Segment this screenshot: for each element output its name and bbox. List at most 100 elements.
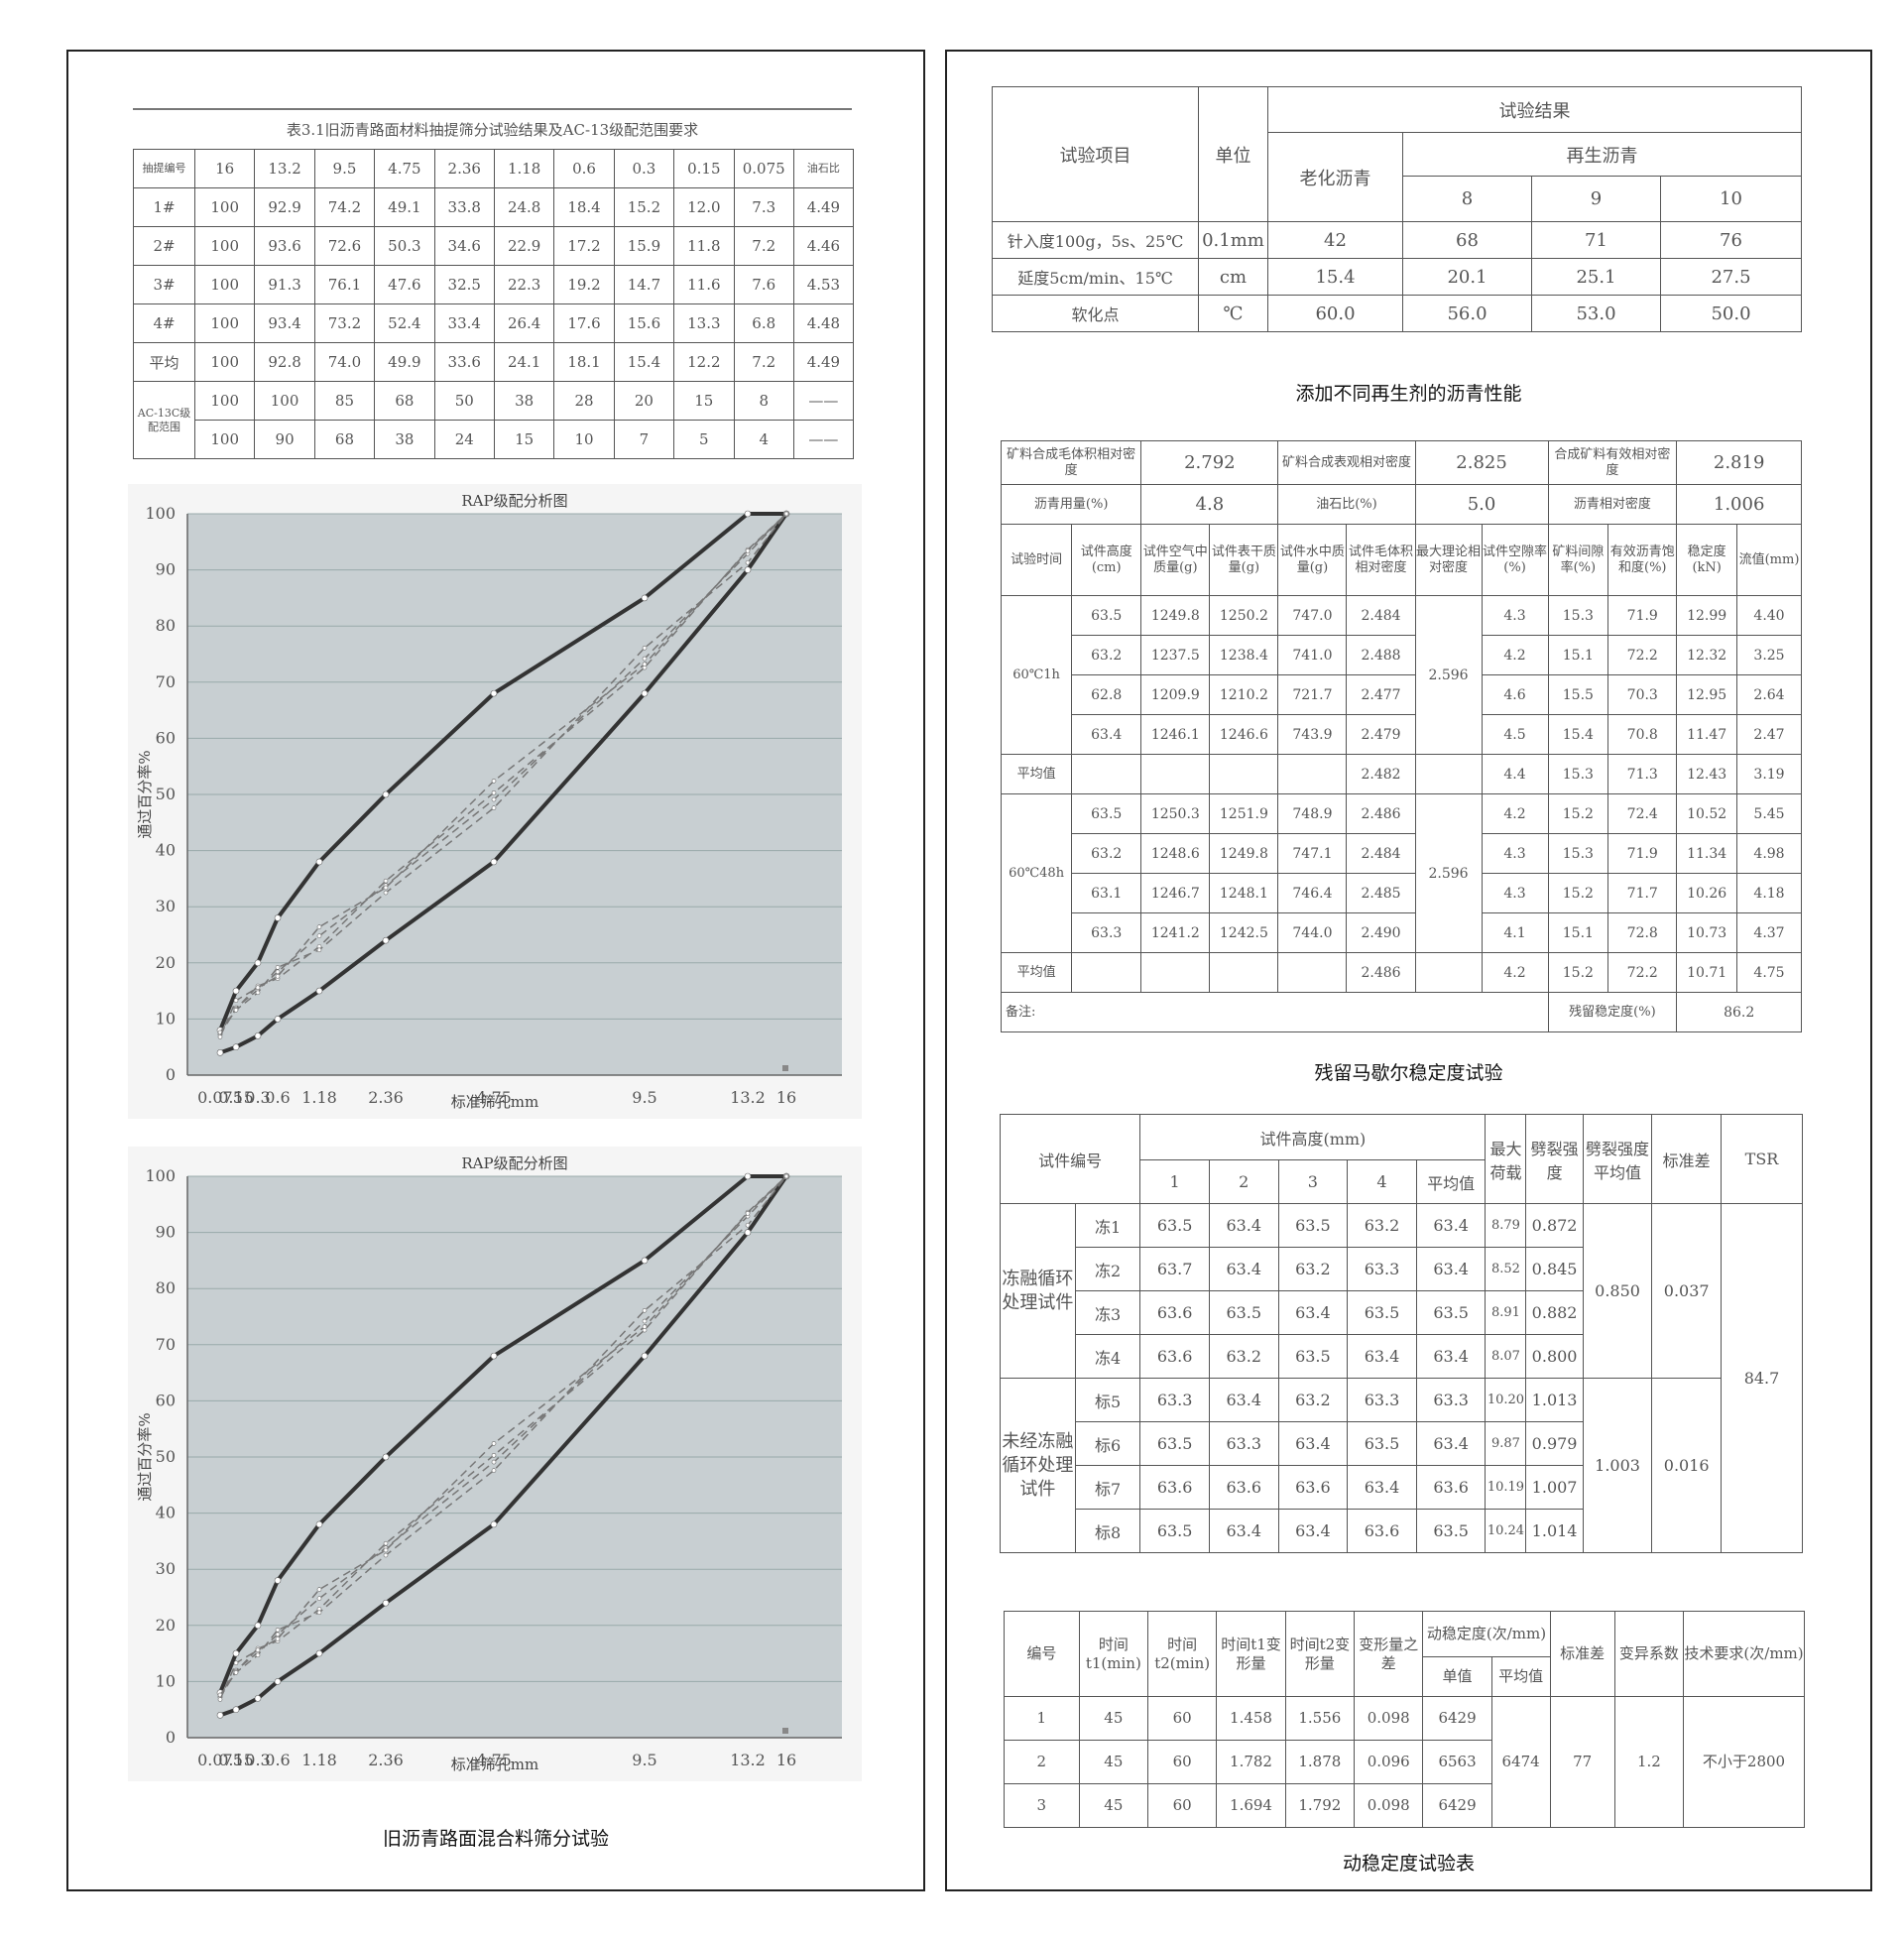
table-cell: 6429 (1422, 1696, 1492, 1741)
header-cell: 试件毛体积相对密度 (1346, 524, 1416, 596)
table-row: 1# 100 92.9 74.2 49.1 33.8 24.8 18.4 15.2 12.0 7.3… (133, 187, 854, 227)
table-cell: —— (792, 381, 854, 421)
data-point (745, 559, 751, 565)
table-cell: 92.8 (254, 342, 315, 382)
table-cell: 93.4 (254, 303, 315, 343)
table-cell: 71.7 (1607, 873, 1678, 913)
data-point (275, 974, 281, 979)
table-cell: 10.26 (1676, 873, 1737, 913)
header-cell: 油石比 (792, 149, 854, 188)
table-cell: 未经冻融循环处理试件 (1000, 1378, 1076, 1553)
x-tick-label: 2.36 (368, 1751, 404, 1769)
table-cell: 1237.5 (1140, 635, 1211, 675)
x-tick-label: 1.18 (301, 1751, 337, 1769)
table-cell: 1248.6 (1140, 833, 1211, 874)
chart-title: RAP级配分析图 (461, 492, 567, 510)
data-point (383, 1547, 389, 1553)
table-cell: 7.2 (733, 226, 794, 266)
table-cell: 1# (133, 187, 195, 227)
table-cell: 24.8 (493, 187, 555, 227)
header-cell: 变异系数 (1613, 1611, 1685, 1697)
table-cell: 70.8 (1607, 714, 1678, 755)
table-cell: 14.7 (613, 265, 675, 304)
x-tick-label: 0.6 (265, 1088, 290, 1107)
table-cell: 2# (133, 226, 195, 266)
table-cell: 1246.6 (1209, 714, 1279, 755)
table-cell: 4.98 (1736, 833, 1802, 874)
table-cell: 11.8 (673, 226, 735, 266)
header-cell: 标准差 (1651, 1114, 1722, 1204)
table-cell: 76.1 (313, 265, 376, 304)
data-point (383, 1552, 389, 1558)
table-cell: 1.006 (1676, 484, 1802, 525)
table-cell: 矿料合成表观相对密度 (1277, 440, 1416, 485)
y-axis-title: 通过百分率% (136, 750, 154, 838)
table-cell: 85 (313, 381, 376, 421)
header-cell: 最大荷载 (1485, 1114, 1527, 1204)
empty-cell (1209, 754, 1279, 794)
table-row: 平均值 2.486 4.2 15.2 72.2 10.71 4.75 (1000, 952, 1802, 993)
table-cell: 1250.3 (1140, 793, 1211, 834)
table-row: 针入度100g，5s、25℃ 0.1mm 42 68 71 76 (992, 221, 1802, 259)
table-cell: 76 (1660, 221, 1802, 259)
series-line (219, 513, 787, 1035)
header-cell: 2.36 (433, 149, 495, 188)
table-cell: 100 (193, 420, 256, 459)
header-cell: 时间t2变形量 (1284, 1611, 1356, 1697)
table-cell: 63.4 (1277, 1509, 1349, 1553)
table-row: 100 90 68 38 24 15 10 7 5 4 —— (134, 420, 854, 459)
header-cell: 0.075 (733, 149, 794, 188)
table-row: 冻2 63.7 63.4 63.2 63.3 63.4 8.52 0.845 (1001, 1247, 1803, 1291)
table-cell: 0.098 (1354, 1696, 1424, 1741)
table-cell: 延度5cm/min、15℃ (992, 258, 1199, 296)
header-cell: 0.6 (553, 149, 615, 188)
data-point (642, 645, 648, 651)
table-cell: 63.3 (1208, 1421, 1279, 1466)
table-cell: 1248.1 (1209, 873, 1279, 913)
table-cell: 1242.5 (1209, 912, 1279, 953)
table-cell: 软化点 (992, 295, 1199, 332)
y-tick-label: 90 (156, 560, 176, 579)
table-row: 平均 100 92.8 74.0 49.9 33.6 24.1 18.1 15.4 12.2 7.2… (133, 342, 854, 382)
marshall-table: 矿料合成毛体积相对密度 2.792 矿料合成表观相对密度 2.825 合成矿料有… (1000, 440, 1802, 1032)
table-cell: 4.40 (1736, 595, 1802, 636)
table-cell: 沥青相对密度 (1547, 484, 1678, 525)
y-tick-label: 40 (156, 1504, 176, 1522)
y-tick-label: 80 (156, 1278, 176, 1297)
table-cell: 11.47 (1676, 714, 1737, 755)
y-tick-label: 0 (166, 1065, 176, 1084)
header-cell: 矿料间隙率(%) (1547, 524, 1609, 596)
table-cell: 63.5 (1139, 1509, 1210, 1553)
table-row: AC-13C级配范围 100 100 85 68 50 38 28 20 15 … (133, 381, 854, 459)
table-cell: 标7 (1074, 1465, 1141, 1510)
table-cell: 1241.2 (1140, 912, 1211, 953)
data-point (491, 790, 497, 795)
header-cell: 1.18 (493, 149, 555, 188)
table-cell: 50.3 (374, 226, 435, 266)
table-row: 软化点 ℃ 60.0 56.0 53.0 50.0 (992, 295, 1802, 332)
sieve-table: 抽提编号 16 13.2 9.5 4.75 2.36 1.18 0.6 0.3 … (133, 149, 854, 459)
table-cell: 38 (493, 381, 555, 421)
table-cell: 15.3 (1547, 754, 1609, 794)
table-cell: 49.9 (374, 342, 435, 382)
table-cell: 2.477 (1346, 674, 1416, 715)
header-cell: TSR (1721, 1114, 1803, 1204)
data-point (315, 987, 323, 995)
y-tick-label: 0 (166, 1728, 176, 1747)
table-cell: 残留稳定度(%) (1547, 992, 1678, 1032)
data-point (490, 858, 498, 866)
table-cell: 1.007 (1525, 1465, 1584, 1510)
table-cell: 12.2 (673, 342, 735, 382)
header-cell: 流值(mm) (1736, 524, 1802, 596)
table-cell: 746.4 (1277, 873, 1348, 913)
header-cell: 9 (1531, 176, 1661, 222)
table-cell: 68 (313, 420, 376, 459)
table-cell: 26.4 (493, 303, 555, 343)
y-tick-label: 70 (156, 672, 176, 691)
table-cell: 45 (1078, 1696, 1149, 1741)
table-cell: 22.9 (493, 226, 555, 266)
table-cell: 5.0 (1414, 484, 1549, 525)
data-point (744, 1172, 752, 1180)
table-cell: 45 (1078, 1740, 1149, 1784)
table-cell: 标6 (1074, 1421, 1141, 1466)
